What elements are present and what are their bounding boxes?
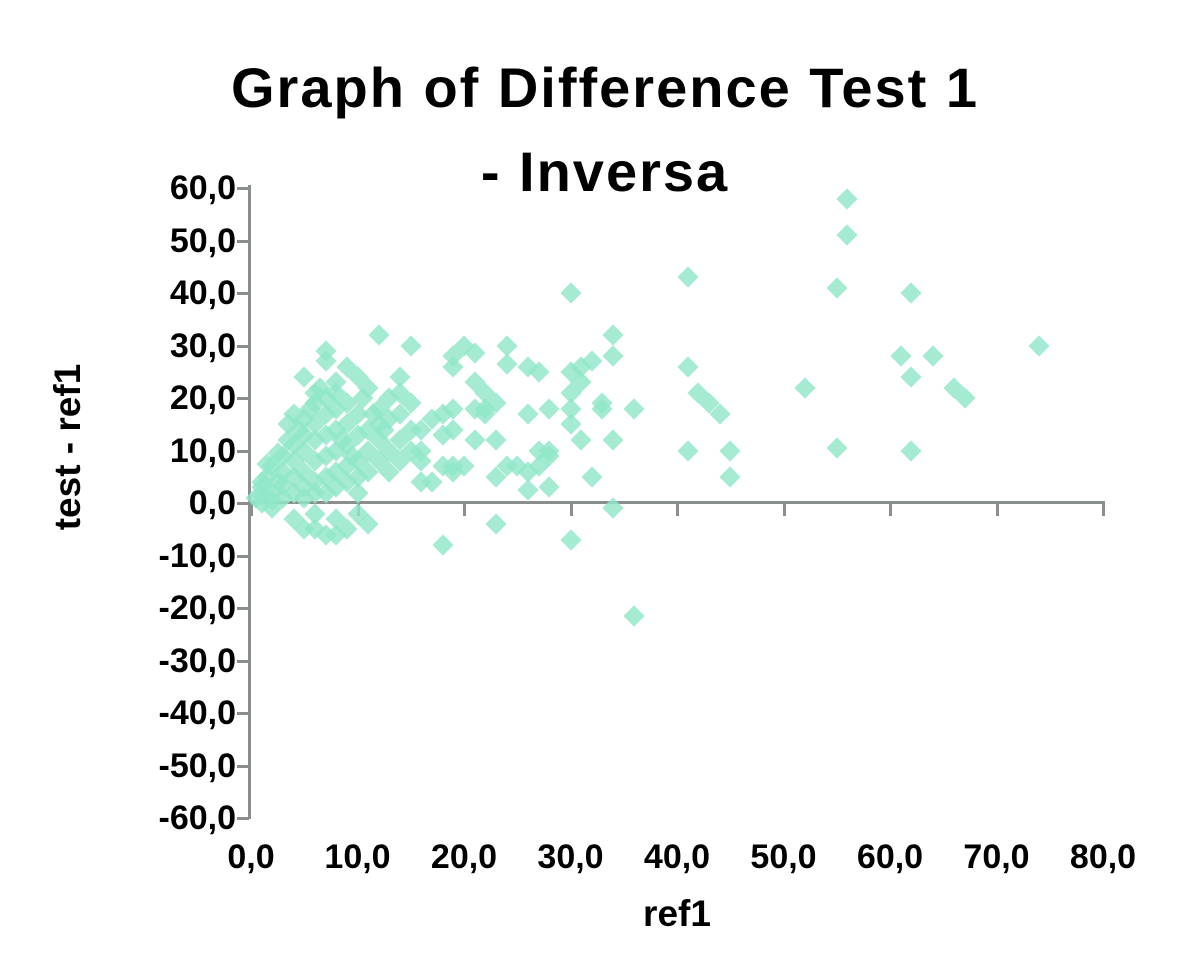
data-point (719, 439, 741, 462)
y-tick-label: -50,0 (158, 746, 237, 785)
y-tick-mark (237, 449, 249, 453)
data-point (602, 345, 624, 367)
x-tick-label: 30,0 (537, 838, 604, 876)
x-tick-label: 60,0 (856, 838, 924, 876)
x-tick-mark (995, 503, 999, 516)
data-point (559, 529, 582, 551)
data-point (581, 466, 603, 488)
y-tick-mark (237, 397, 249, 400)
x-tick-label: 70,0 (963, 838, 1030, 876)
y-tick-mark (237, 187, 249, 190)
data-point (826, 277, 848, 299)
y-tick-label: -30,0 (158, 641, 237, 680)
x-tick-label: 50,0 (750, 838, 817, 876)
x-tick-label: 40,0 (643, 838, 711, 876)
data-point (623, 605, 645, 627)
data-point (538, 397, 560, 420)
y-tick-mark (237, 239, 249, 243)
data-point (719, 466, 741, 488)
chart-title-line2: - Inversa (480, 140, 730, 203)
data-point (826, 437, 848, 459)
data-point (464, 429, 486, 451)
data-point (900, 439, 922, 462)
data-point (890, 345, 912, 367)
y-axis-title-text: test - ref1 (47, 363, 88, 531)
data-point (921, 345, 944, 367)
data-point (602, 324, 624, 346)
data-point (559, 397, 582, 420)
data-point (677, 355, 699, 378)
y-tick-label: 50,0 (169, 221, 236, 260)
data-point (1028, 334, 1050, 357)
data-point (677, 439, 699, 462)
data-point (432, 534, 454, 556)
data-point (517, 403, 539, 425)
y-tick-mark (237, 764, 249, 768)
y-tick-label: 60,0 (169, 169, 236, 207)
y-tick-label: 0,0 (188, 484, 236, 522)
y-tick-label: 30,0 (169, 326, 236, 365)
x-tick-mark (569, 503, 573, 516)
y-tick-label: -40,0 (158, 694, 237, 732)
y-tick-mark (237, 502, 249, 505)
y-tick-mark (237, 554, 249, 558)
data-point (602, 429, 624, 451)
data-point (485, 429, 507, 451)
y-tick-label: 40,0 (169, 274, 236, 312)
data-point (485, 513, 507, 535)
x-tick-mark (889, 503, 892, 516)
y-tick-mark (237, 817, 249, 820)
data-point (400, 334, 422, 357)
y-tick-mark (237, 292, 249, 295)
x-tick-mark (676, 503, 679, 516)
x-tick-mark (463, 503, 466, 516)
x-tick-mark (1102, 503, 1105, 516)
y-tick-label: 20,0 (169, 379, 236, 417)
data-point (559, 282, 582, 304)
x-tick-label: 80,0 (1069, 838, 1137, 876)
x-tick-mark (250, 503, 253, 516)
data-point (677, 266, 699, 288)
y-tick-label: -10,0 (158, 536, 237, 575)
data-point (517, 479, 539, 501)
data-point (900, 282, 922, 304)
y-tick-mark (237, 659, 249, 663)
x-tick-mark (782, 503, 786, 516)
y-tick-mark (237, 712, 249, 715)
y-tick-mark (237, 344, 249, 348)
data-point (368, 324, 390, 346)
data-point (623, 397, 645, 420)
x-tick-label: 0,0 (227, 838, 275, 876)
y-tick-label: -60,0 (158, 799, 237, 837)
data-point (836, 224, 858, 246)
data-point (836, 187, 858, 210)
x-axis-title: ref1 (643, 893, 711, 934)
x-tick-label: 20,0 (430, 838, 498, 876)
y-tick-label: 10,0 (169, 431, 236, 470)
y-tick-mark (237, 607, 249, 610)
data-point (538, 476, 560, 498)
x-tick-label: 10,0 (324, 838, 391, 876)
data-point (495, 353, 518, 375)
data-point (794, 376, 816, 399)
data-point (570, 429, 592, 451)
y-tick-label: -20,0 (158, 589, 237, 627)
chart-title-line1: Graph of Difference Test 1 (230, 56, 979, 119)
x-axis-line (249, 501, 1105, 504)
data-point (900, 366, 922, 388)
chart-title: Graph of Difference Test 1 - Inversa (0, 46, 1200, 214)
